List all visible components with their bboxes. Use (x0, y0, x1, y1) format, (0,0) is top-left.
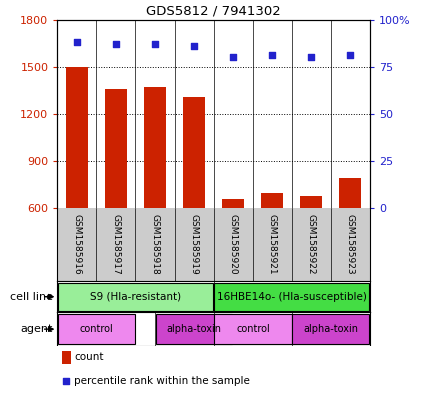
Text: agent: agent (21, 324, 53, 334)
Point (308, 54, 314, 61)
Point (63, 378, 70, 384)
Text: control: control (80, 324, 113, 334)
Bar (222, 199, 244, 208)
Text: GSM1585921: GSM1585921 (268, 214, 277, 275)
Text: count: count (74, 352, 104, 362)
Point (269, 52, 275, 59)
Bar (214, 283, 369, 311)
Bar (144, 87, 166, 208)
Bar (105, 89, 127, 208)
Bar (58, 314, 136, 344)
Point (191, 43, 198, 49)
Text: 16HBE14o- (Hla-susceptible): 16HBE14o- (Hla-susceptible) (217, 292, 367, 302)
Text: GSM1585923: GSM1585923 (346, 214, 355, 275)
Bar (156, 314, 232, 344)
Bar (292, 314, 369, 344)
Point (113, 41, 119, 47)
Point (347, 52, 354, 59)
Text: GSM1585922: GSM1585922 (307, 214, 316, 275)
Bar (62, 351, 71, 364)
Text: GSM1585920: GSM1585920 (229, 214, 238, 275)
Text: GSM1585917: GSM1585917 (111, 214, 120, 275)
Bar (300, 196, 322, 208)
Bar (58, 283, 213, 311)
Text: GSM1585919: GSM1585919 (190, 214, 198, 275)
Bar (214, 314, 292, 344)
Title: GDS5812 / 7941302: GDS5812 / 7941302 (146, 4, 281, 17)
Text: percentile rank within the sample: percentile rank within the sample (74, 376, 250, 386)
Text: alpha-toxin: alpha-toxin (303, 324, 358, 334)
Bar (66, 67, 88, 208)
Bar (183, 97, 205, 208)
Bar (340, 178, 361, 208)
Text: GSM1585916: GSM1585916 (72, 214, 82, 275)
Point (152, 41, 159, 47)
Text: cell line: cell line (10, 292, 53, 302)
Text: GSM1585918: GSM1585918 (150, 214, 159, 275)
Text: control: control (236, 324, 270, 334)
Text: alpha-toxin: alpha-toxin (167, 324, 221, 334)
Bar (261, 193, 283, 208)
Point (74, 39, 80, 46)
Text: S9 (Hla-resistant): S9 (Hla-resistant) (90, 292, 181, 302)
Point (230, 54, 236, 61)
